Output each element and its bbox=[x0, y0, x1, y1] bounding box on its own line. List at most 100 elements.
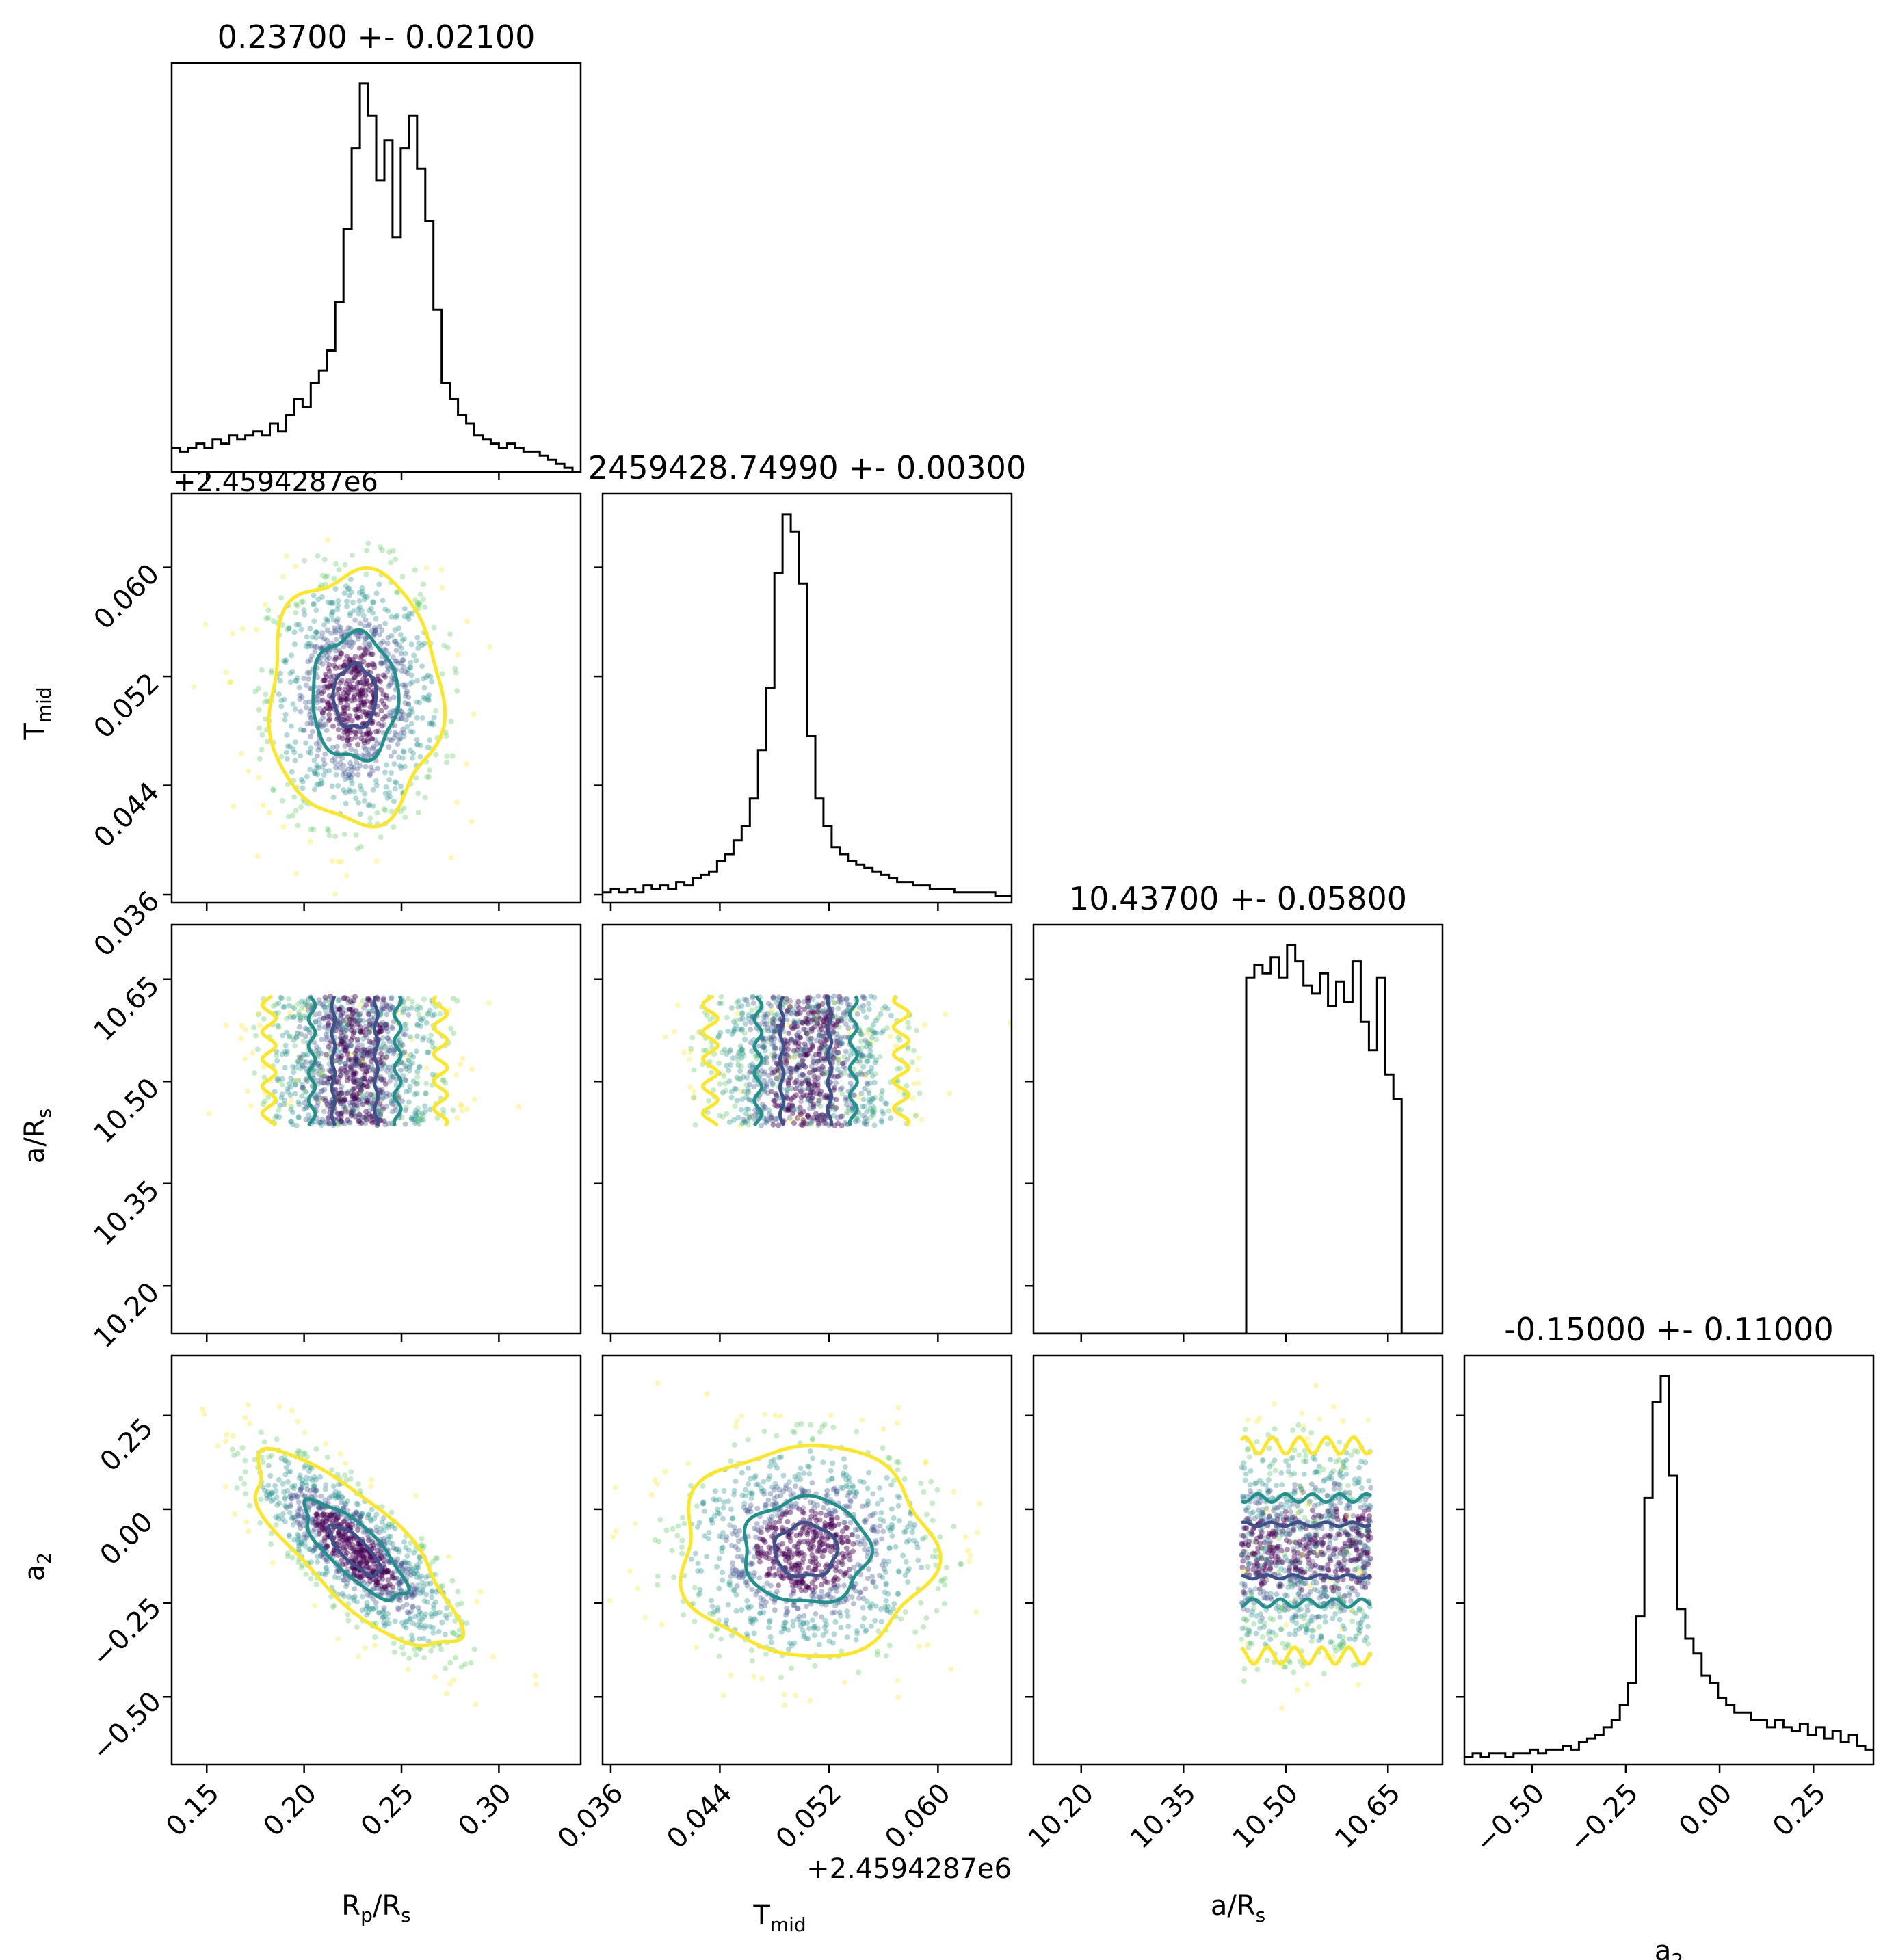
scatter-point bbox=[335, 1054, 341, 1059]
scatter-point bbox=[341, 995, 347, 1001]
scatter-point bbox=[368, 699, 374, 705]
scatter-point bbox=[783, 996, 789, 1002]
scatter-point bbox=[399, 1098, 406, 1104]
scatter-point bbox=[774, 1011, 780, 1018]
scatter-point bbox=[861, 1518, 867, 1524]
scatter-point bbox=[342, 1121, 348, 1127]
scatter-point bbox=[319, 710, 326, 716]
scatter-point bbox=[752, 1112, 758, 1118]
scatter-point bbox=[345, 1057, 352, 1063]
scatter-point bbox=[835, 1074, 841, 1080]
scatter-point bbox=[360, 1050, 367, 1057]
scatter-point bbox=[834, 1035, 840, 1041]
scatter-point bbox=[742, 1021, 748, 1027]
scatter-point bbox=[403, 1026, 409, 1032]
scatter-point bbox=[784, 1091, 790, 1097]
scatter-point bbox=[337, 1531, 343, 1537]
scatter-point bbox=[345, 1022, 351, 1028]
scatter-point bbox=[718, 1001, 724, 1006]
scatter-point bbox=[404, 670, 410, 676]
scatter-point bbox=[349, 639, 355, 646]
scatter-point bbox=[801, 1072, 807, 1078]
scatter-point bbox=[821, 1117, 827, 1123]
scatter-point bbox=[769, 1007, 774, 1013]
scatter-point bbox=[333, 629, 339, 635]
scatter-point bbox=[343, 696, 348, 702]
scatter-point bbox=[287, 1468, 293, 1474]
scatter-point bbox=[319, 724, 325, 730]
scatter-point bbox=[863, 1072, 869, 1078]
scatter-point bbox=[761, 1021, 767, 1027]
scatter-point bbox=[348, 764, 354, 769]
scatter-point bbox=[322, 994, 328, 1001]
scatter-point bbox=[296, 1024, 302, 1030]
scatter-point bbox=[315, 771, 321, 778]
scatter-point bbox=[312, 1519, 318, 1525]
scatter-point bbox=[390, 654, 396, 661]
scatter-point bbox=[317, 1474, 323, 1480]
scatter-point bbox=[795, 998, 802, 1005]
scatter-point bbox=[331, 1492, 337, 1498]
scatter-point bbox=[357, 620, 363, 626]
scatter-point bbox=[229, 1446, 235, 1453]
scatter-point bbox=[832, 1122, 838, 1128]
scatter-point bbox=[358, 653, 365, 659]
scatter-point bbox=[416, 1121, 422, 1127]
scatter-point bbox=[306, 699, 313, 705]
contour-level-3 bbox=[267, 566, 447, 829]
scatter-point bbox=[409, 998, 415, 1005]
scatter-point bbox=[367, 1554, 373, 1560]
scatter-point bbox=[813, 1051, 819, 1057]
scatter-point bbox=[444, 1615, 450, 1621]
scatter-point bbox=[315, 1513, 321, 1520]
scatter-point bbox=[298, 708, 304, 715]
scatter-point bbox=[337, 1535, 343, 1541]
scatter-point bbox=[400, 663, 406, 670]
scatter-point bbox=[319, 1526, 326, 1532]
scatter-point bbox=[862, 995, 867, 1001]
scatter-point bbox=[355, 689, 361, 696]
scatter-point bbox=[427, 737, 433, 743]
scatter-point bbox=[846, 1031, 852, 1037]
scatter-point bbox=[810, 1587, 816, 1593]
scatter-point bbox=[352, 994, 358, 1000]
scatter-point bbox=[695, 1568, 701, 1574]
scatter-point bbox=[769, 1070, 776, 1076]
scatter-point bbox=[317, 1095, 324, 1101]
scatter-point bbox=[338, 625, 344, 631]
scatter-point bbox=[314, 1103, 320, 1109]
scatter-point bbox=[330, 795, 337, 801]
scatter-point bbox=[298, 1055, 304, 1061]
scatter-point bbox=[302, 1531, 308, 1537]
scatter-point bbox=[449, 753, 456, 759]
scatter-point bbox=[326, 1120, 332, 1126]
scatter-point bbox=[412, 1589, 418, 1595]
scatter-point bbox=[327, 1512, 333, 1518]
scatter-point bbox=[350, 1011, 356, 1017]
scatter-point bbox=[378, 1111, 384, 1117]
scatter-point bbox=[421, 1625, 427, 1631]
scatter-point bbox=[358, 1081, 365, 1087]
scatter-point bbox=[412, 1120, 418, 1126]
scatter-point bbox=[770, 994, 776, 1001]
scatter-point bbox=[302, 1465, 308, 1471]
scatter-point bbox=[734, 1098, 740, 1104]
scatter-point bbox=[370, 1039, 376, 1046]
scatter-point bbox=[324, 1034, 330, 1040]
scatter-point bbox=[846, 1105, 852, 1111]
scatter-point bbox=[261, 1074, 267, 1081]
scatter-point bbox=[409, 1594, 415, 1600]
scatter-point bbox=[386, 1621, 392, 1627]
scatter-point bbox=[758, 1485, 764, 1492]
scatter-point bbox=[345, 737, 350, 743]
scatter-point bbox=[322, 721, 328, 728]
scatter-point bbox=[380, 1089, 386, 1096]
scatter-point bbox=[802, 1063, 808, 1070]
scatter-point bbox=[805, 1020, 811, 1027]
scatter-point bbox=[710, 1611, 716, 1617]
scatter-point bbox=[312, 1545, 318, 1551]
scatter-point bbox=[316, 1025, 322, 1031]
scatter-point bbox=[708, 1517, 714, 1523]
scatter-point bbox=[303, 740, 309, 746]
scatter-point bbox=[313, 1019, 319, 1025]
